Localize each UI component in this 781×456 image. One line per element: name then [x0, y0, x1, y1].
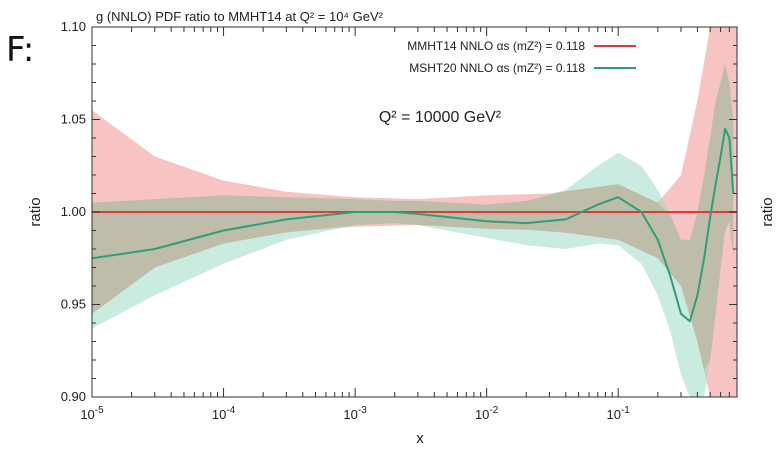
y-tick-label-4: 1.10 — [61, 19, 86, 34]
x-tick-label-2: 10-3 — [343, 405, 367, 422]
y-axis-label: ratio — [27, 197, 44, 226]
x-tick-label-4: 10-1 — [607, 405, 631, 422]
q2-annotation: Q² = 10000 GeV² — [379, 109, 502, 126]
x-tick-label-0: 10-5 — [80, 405, 104, 422]
series-line-1 — [91, 127, 735, 323]
legend: MMHT14 NNLO αs (mZ²) = 0.118 MSHT20 NNLO… — [407, 39, 636, 75]
band-overlap-region — [92, 64, 734, 371]
y-tick-label-3: 1.05 — [61, 112, 86, 127]
legend-label-msht20: MSHT20 NNLO αs (mZ²) = 0.118 — [409, 61, 585, 75]
x-axis-label: x — [416, 430, 424, 447]
y-tick-label-1: 0.95 — [61, 297, 86, 312]
y-tick-label-2: 1.00 — [61, 204, 86, 219]
chart-title: g (NNLO) PDF ratio to MMHT14 at Q² = 10⁴… — [96, 9, 384, 24]
central-lines — [91, 127, 737, 323]
x-tick-label-1: 10-4 — [212, 405, 236, 422]
left-edge-text: F: — [6, 30, 35, 70]
legend-label-mmht14: MMHT14 NNLO αs (mZ²) = 0.118 — [407, 39, 585, 53]
x-tick-label-3: 10-2 — [475, 405, 499, 422]
y-axis-label-right: ratio — [759, 197, 776, 226]
y-tick-label-0: 0.90 — [61, 389, 86, 404]
